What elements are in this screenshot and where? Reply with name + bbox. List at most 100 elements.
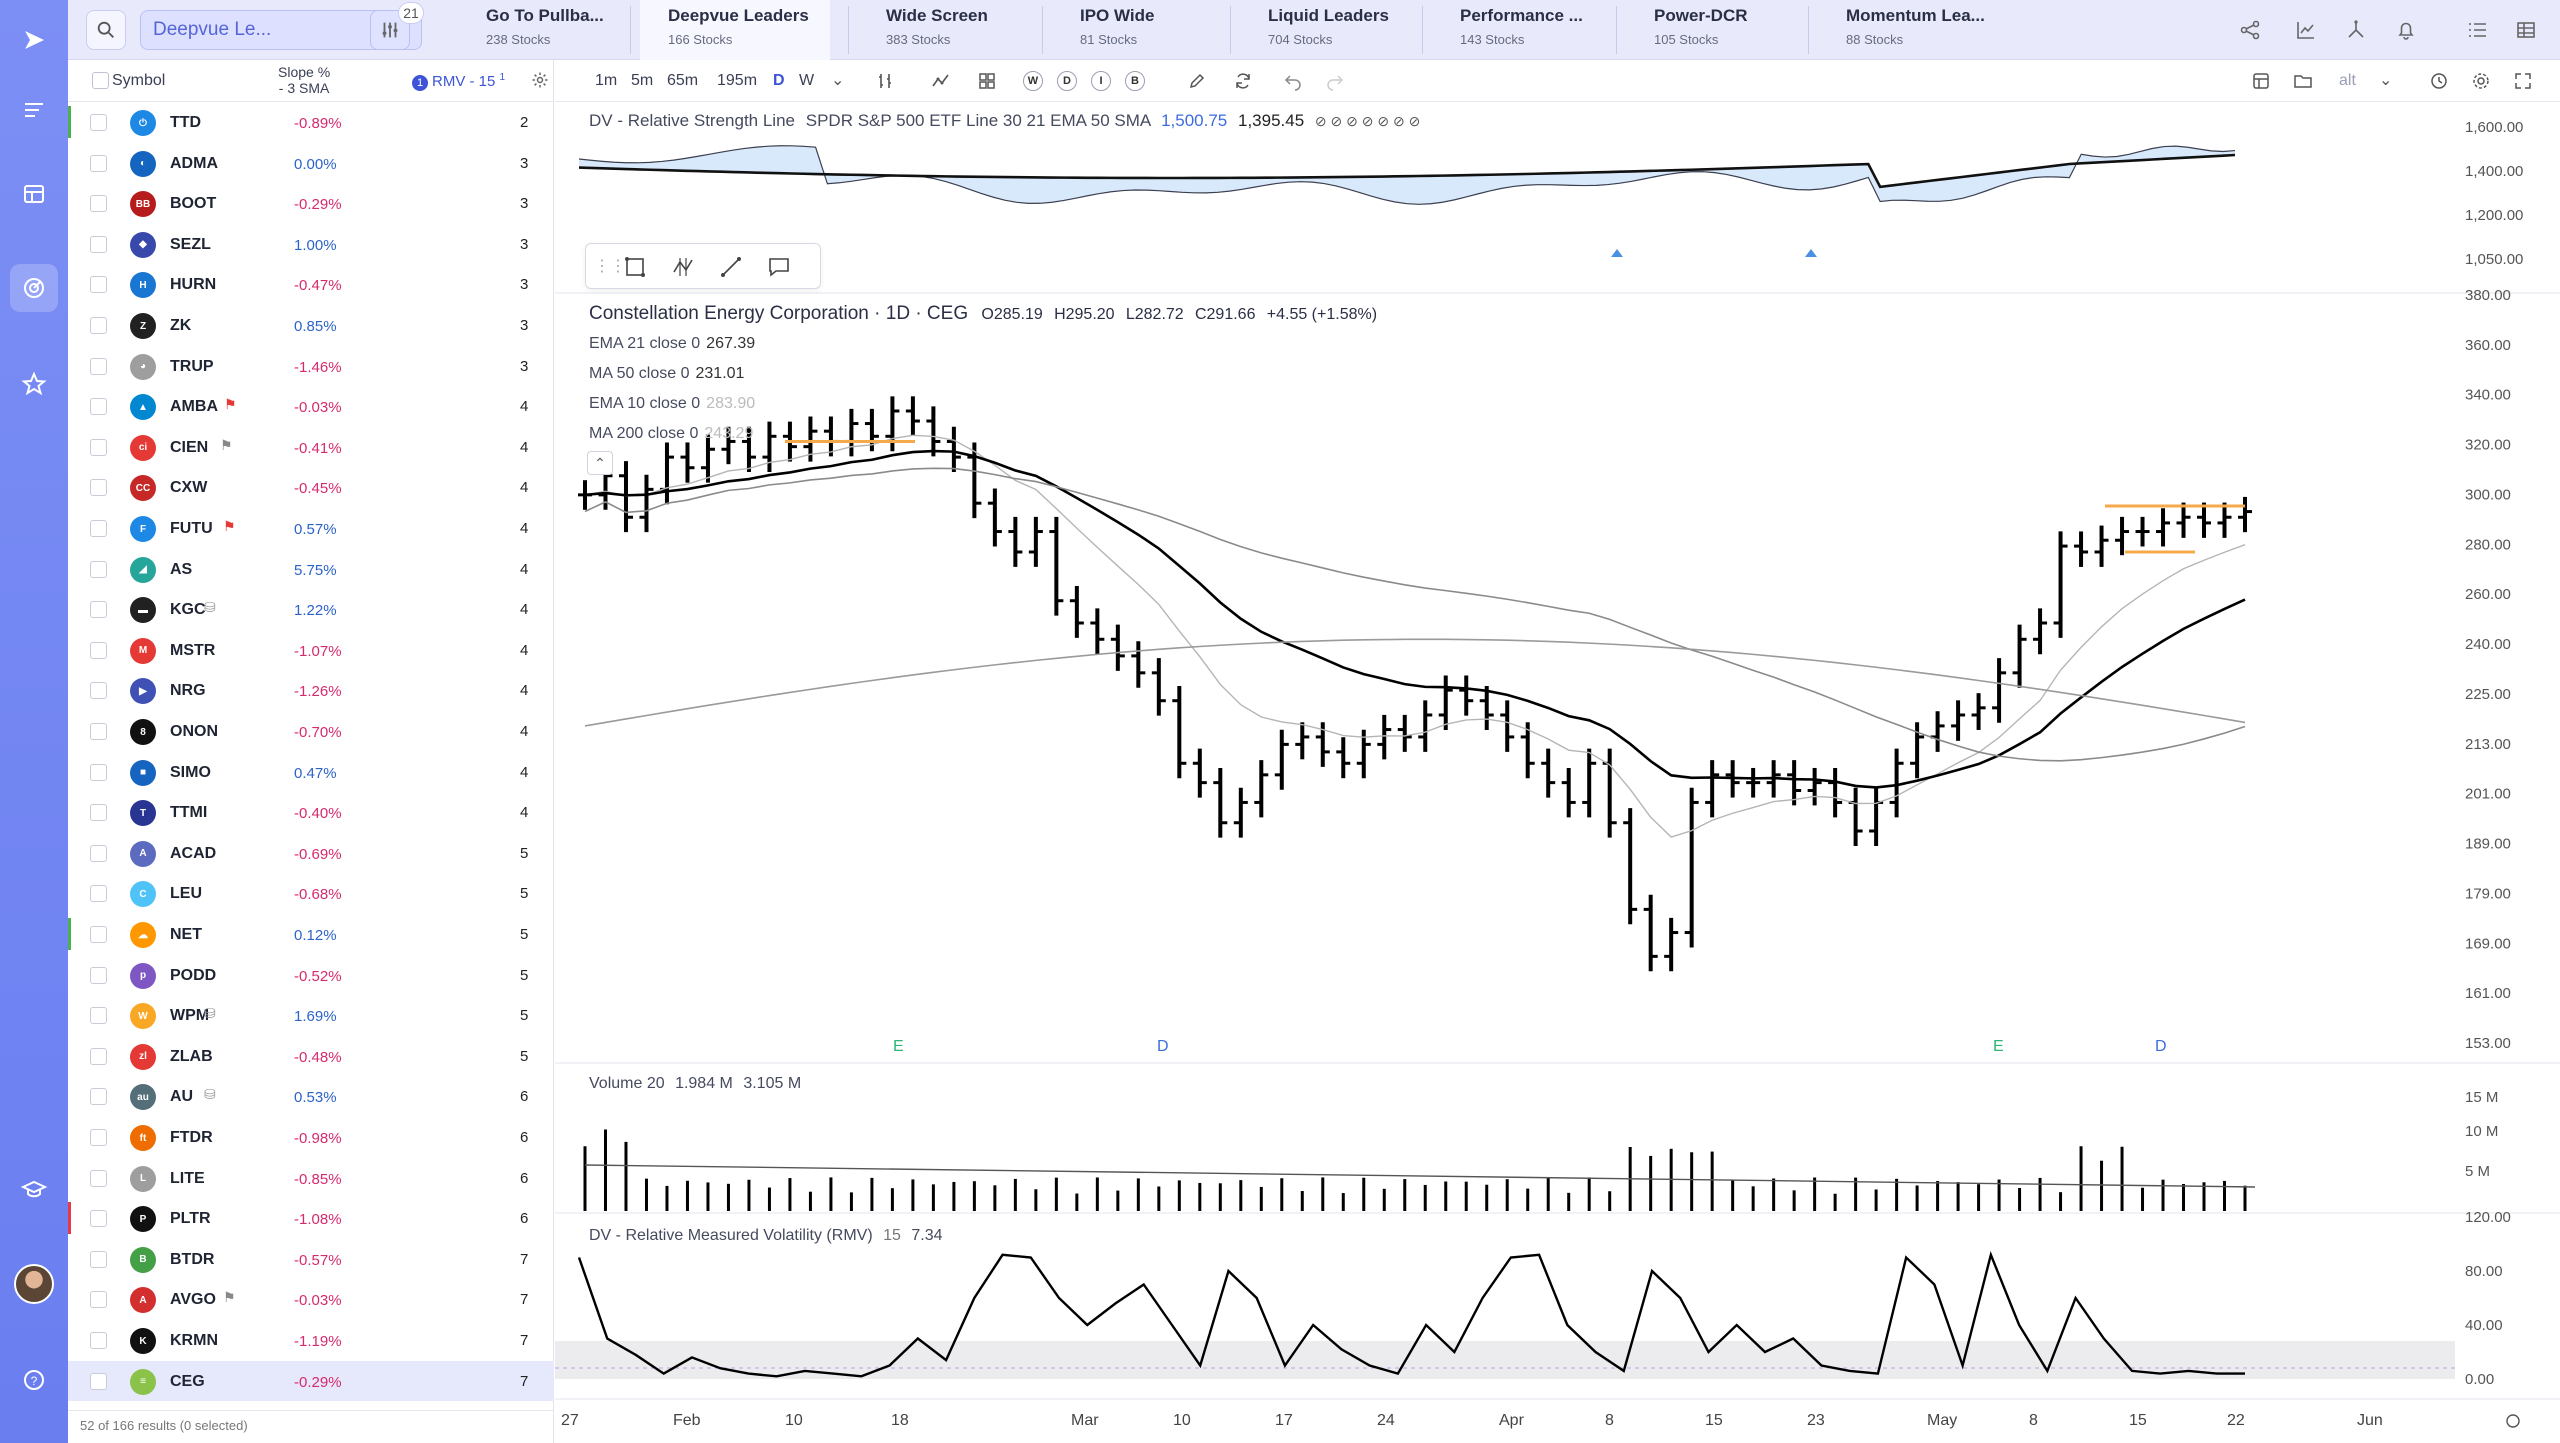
row-checkbox[interactable] (90, 1210, 107, 1228)
row-checkbox[interactable] (90, 885, 107, 903)
drag-handle-icon[interactable]: ⋮⋮ (594, 258, 626, 275)
collapse-legend-icon[interactable]: ⌃ (587, 451, 613, 475)
row-checkbox[interactable] (90, 763, 107, 781)
timeframe-65m[interactable]: 65m (667, 72, 699, 89)
watchlist-row[interactable]: Z ZK 0.85% 3 (68, 305, 554, 346)
row-checkbox[interactable] (90, 560, 107, 578)
timeframe-d[interactable]: D (773, 72, 785, 89)
watchlist-row[interactable]: au AU ⛁ 0.53% 6 (68, 1076, 554, 1117)
watchlist-row[interactable]: A ACAD -0.69% 5 (68, 833, 554, 874)
watchlist-row[interactable]: L LITE -0.85% 6 (68, 1158, 554, 1199)
watchlist-row[interactable]: P PLTR -1.08% 6 (68, 1198, 554, 1239)
watchlist-row[interactable]: ft FTDR -0.98% 6 (68, 1117, 554, 1158)
row-checkbox[interactable] (90, 601, 107, 619)
fib-tool-icon[interactable] (670, 254, 696, 280)
pencil-icon[interactable] (1185, 69, 1209, 93)
rs-visibility-icons[interactable]: ⊘ ⊘ ⊘ ⊘ ⊘ ⊘ ⊘ (1314, 113, 1421, 129)
list-view-icon[interactable] (2462, 14, 2494, 46)
watchlist-row[interactable]: ≡ CEG -0.29% 7 (68, 1360, 554, 1402)
row-checkbox[interactable] (90, 723, 107, 740)
chart-area[interactable]: 1,600.00 1,400.00 1,200.00 1,050.00 380.00 36… (555, 103, 2560, 1443)
share-icon[interactable] (2234, 14, 2266, 46)
period-toggle-b[interactable]: B (1125, 71, 1145, 91)
row-checkbox[interactable] (90, 154, 107, 172)
search-button[interactable] (86, 10, 126, 50)
rmv-column-header[interactable]: 1 RMV - 15 1 (412, 72, 505, 91)
row-checkbox[interactable] (90, 276, 107, 294)
watchlist-row[interactable]: M MSTR -1.07% 4 (68, 630, 554, 671)
watchlist-row[interactable]: W WPM ⛁ 1.69% 5 (68, 995, 554, 1036)
row-checkbox[interactable] (90, 926, 107, 943)
select-all-checkbox[interactable] (92, 72, 109, 89)
row-checkbox[interactable] (90, 641, 107, 659)
bell-icon[interactable] (2390, 14, 2422, 46)
redo-icon[interactable] (1323, 69, 1347, 93)
watchlist-row[interactable]: p PODD -0.52% 5 (68, 955, 554, 996)
watchlist-row[interactable]: ◢ AS 5.75% 4 (68, 549, 554, 590)
watchlist-row[interactable]: C LEU -0.68% 5 (68, 873, 554, 914)
graduation-cap-icon[interactable] (10, 1166, 58, 1214)
study-legend-item[interactable]: MA 200 close 0 243.29 (589, 425, 753, 443)
watchlist-row[interactable]: zl ZLAB -0.48% 5 (68, 1036, 554, 1077)
row-checkbox[interactable] (90, 438, 107, 456)
layout-grid-icon[interactable] (975, 69, 999, 93)
row-checkbox[interactable] (90, 804, 107, 822)
row-checkbox[interactable] (90, 235, 107, 253)
timeframe-1m[interactable]: 1m (595, 72, 618, 89)
menu-lines-icon[interactable] (10, 86, 58, 134)
timeframe-5m[interactable]: 5m (631, 72, 654, 89)
row-checkbox[interactable] (90, 398, 107, 416)
watchlist-row[interactable]: A AVGO ⚑ -0.03% 7 (68, 1279, 554, 1320)
timeframe-195m[interactable]: 195m (717, 72, 758, 89)
row-checkbox[interactable] (90, 1291, 107, 1309)
screen-tab-5[interactable]: Performance ... 143 Stocks (1432, 0, 1622, 60)
radar-icon[interactable] (10, 264, 58, 312)
gear-icon[interactable] (530, 70, 550, 95)
screen-tab-3[interactable]: IPO Wide 81 Stocks (1052, 0, 1242, 60)
period-toggle-d[interactable]: D (1057, 71, 1077, 91)
chevron-down-icon[interactable]: ⌄ (2379, 72, 2393, 89)
study-legend-item[interactable]: EMA 10 close 0 283.90 (589, 395, 755, 413)
layout-icon[interactable] (10, 170, 58, 218)
row-checkbox[interactable] (90, 195, 107, 213)
period-toggle-w[interactable]: W (1023, 71, 1043, 91)
fullscreen-icon[interactable] (2511, 69, 2535, 93)
flag-icon[interactable]: ⚑ (224, 396, 237, 413)
help-icon[interactable]: ? (10, 1356, 58, 1404)
clock-icon[interactable] (2427, 69, 2451, 93)
watchlist-row[interactable]: ◐ ADMA 0.00% 3 (68, 143, 554, 184)
trendline-tool-icon[interactable] (718, 254, 744, 280)
indicators-icon[interactable] (929, 69, 953, 93)
watchlist-row[interactable]: ▲ AMBA ⚑ -0.03% 4 (68, 386, 554, 427)
flag-icon[interactable]: ⚑ (223, 1289, 236, 1306)
watchlist-row[interactable]: ◕ TRUP -1.46% 3 (68, 346, 554, 387)
app-logo-icon[interactable] (10, 16, 58, 64)
row-checkbox[interactable] (90, 1372, 107, 1390)
watchlist-row[interactable]: ▬ KGC ⛁ 1.22% 4 (68, 589, 554, 630)
screen-tab-4[interactable]: Liquid Leaders 704 Stocks (1240, 0, 1430, 60)
watchlist-row[interactable]: K KRMN -1.19% 7 (68, 1320, 554, 1361)
row-checkbox[interactable] (90, 1088, 107, 1106)
watchlist-row[interactable]: ☁ NET 0.12% 5 (68, 914, 554, 955)
comment-tool-icon[interactable] (766, 254, 792, 280)
study-legend-item[interactable]: EMA 21 close 0 267.39 (589, 335, 755, 353)
watchlist-row[interactable]: ▶ NRG -1.26% 4 (68, 670, 554, 711)
row-checkbox[interactable] (90, 682, 107, 700)
row-checkbox[interactable] (90, 520, 107, 537)
watchlist-row[interactable]: ⏻ TTD -0.89% 2 (68, 102, 554, 143)
row-checkbox[interactable] (90, 844, 107, 862)
screen-tab-6[interactable]: Power-DCR 105 Stocks (1626, 0, 1816, 60)
refresh-icon[interactable] (1231, 69, 1255, 93)
watchlist-row[interactable]: 8 ONON -0.70% 4 (68, 711, 554, 752)
undo-icon[interactable] (1281, 69, 1305, 93)
screen-tab-7[interactable]: Momentum Lea... 88 Stocks (1818, 0, 2008, 60)
row-checkbox[interactable] (90, 1047, 107, 1065)
line-chart-icon[interactable] (2290, 14, 2322, 46)
row-checkbox[interactable] (90, 1250, 107, 1268)
axis-settings-icon[interactable] (2506, 1414, 2520, 1428)
row-checkbox[interactable] (90, 1332, 107, 1349)
watchlist-row[interactable]: ci CIEN ⚑ -0.41% 4 (68, 427, 554, 468)
chevron-down-icon[interactable]: ⌄ (831, 72, 845, 89)
symbol-column-header[interactable]: Symbol (112, 72, 166, 89)
watchlist-row[interactable]: BB BOOT -0.29% 3 (68, 183, 554, 224)
